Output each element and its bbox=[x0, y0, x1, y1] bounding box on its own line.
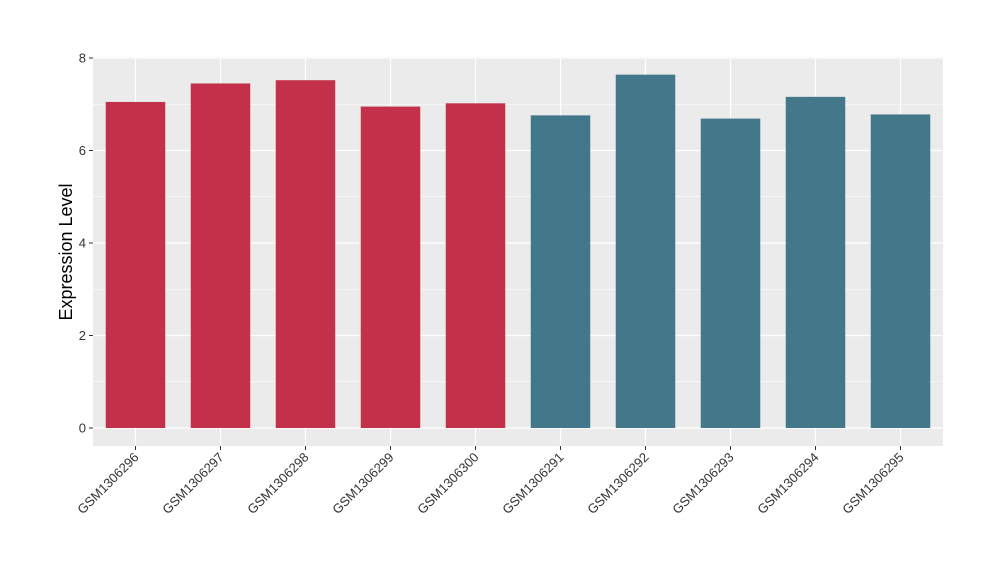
x-tick-label: GSM1306298 bbox=[244, 450, 311, 517]
x-tick-label: GSM1306295 bbox=[839, 450, 906, 517]
bars bbox=[105, 74, 931, 429]
bar-GSM1306299 bbox=[360, 106, 421, 428]
x-tick-label: GSM1306293 bbox=[669, 450, 736, 517]
x-tick-label: GSM1306299 bbox=[329, 450, 396, 517]
bar-GSM1306298 bbox=[275, 80, 336, 428]
bar-GSM1306293 bbox=[700, 118, 761, 429]
bar-GSM1306294 bbox=[785, 96, 846, 428]
x-tick-label: GSM1306291 bbox=[499, 450, 566, 517]
bar-GSM1306297 bbox=[190, 83, 251, 428]
y-tick-label: 8 bbox=[79, 51, 86, 66]
x-tick-label: GSM1306294 bbox=[754, 450, 821, 517]
y-tick-label: 4 bbox=[79, 236, 86, 251]
y-tick-label: 0 bbox=[79, 421, 86, 436]
y-axis-label: Expression Level bbox=[56, 183, 76, 320]
x-tick-label: GSM1306292 bbox=[584, 450, 651, 517]
bar-GSM1306295 bbox=[870, 114, 931, 429]
y-tick-label: 6 bbox=[79, 143, 86, 158]
bar-GSM1306300 bbox=[445, 103, 506, 428]
x-tick-label: GSM1306297 bbox=[159, 450, 226, 517]
bar-GSM1306292 bbox=[615, 74, 676, 429]
x-tick-label: GSM1306296 bbox=[74, 450, 141, 517]
y-tick-label: 2 bbox=[79, 328, 86, 343]
y-axis: 0 2 4 6 8 bbox=[79, 51, 93, 436]
x-tick-label: GSM1306300 bbox=[414, 450, 481, 517]
bar-GSM1306291 bbox=[530, 115, 591, 428]
x-axis: GSM1306296 GSM1306297 GSM1306298 GSM1306299… bbox=[74, 446, 907, 517]
bar-GSM1306296 bbox=[105, 101, 166, 428]
